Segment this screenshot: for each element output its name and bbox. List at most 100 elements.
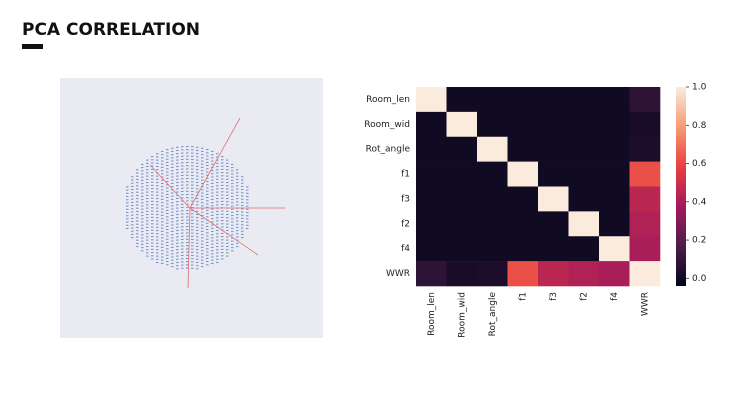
- biplot-point: [211, 189, 214, 191]
- biplot-point: [241, 237, 244, 239]
- biplot-point: [181, 206, 184, 208]
- biplot-point: [166, 190, 169, 192]
- colorbar: [676, 87, 686, 286]
- heatmap-cell: [599, 111, 630, 138]
- biplot-point: [146, 210, 149, 212]
- row-label: Rot_angle: [366, 145, 411, 155]
- biplot-point: [171, 214, 174, 216]
- heatmap-cell: [477, 111, 508, 138]
- biplot-point: [126, 205, 129, 207]
- biplot-point: [226, 236, 229, 238]
- biplot-point: [151, 229, 154, 231]
- biplot-point: [191, 158, 194, 160]
- biplot-point: [156, 156, 159, 158]
- biplot-point: [136, 172, 139, 174]
- biplot-point: [206, 206, 209, 208]
- biplot-point: [236, 236, 239, 238]
- biplot-point: [186, 210, 189, 211]
- biplot-point: [206, 190, 209, 192]
- biplot-point: [201, 192, 204, 194]
- biplot-point: [161, 163, 164, 165]
- biplot-point: [191, 232, 194, 234]
- biplot-point: [146, 169, 149, 171]
- biplot-point: [156, 217, 159, 219]
- column-label: f3: [549, 292, 559, 301]
- biplot-point: [131, 198, 134, 200]
- biplot-point: [141, 179, 144, 181]
- biplot-point: [191, 165, 194, 167]
- biplot-point: [201, 150, 204, 152]
- biplot-point: [196, 169, 199, 171]
- biplot-point: [241, 195, 244, 197]
- biplot-point: [246, 189, 249, 191]
- biplot-point: [146, 185, 149, 187]
- biplot-point: [141, 189, 144, 191]
- biplot-point: [181, 152, 184, 154]
- biplot-point: [166, 193, 169, 195]
- biplot-point: [161, 227, 164, 229]
- biplot-point: [216, 162, 219, 164]
- biplot-point: [146, 175, 149, 177]
- biplot-point: [201, 266, 204, 268]
- biplot-point: [151, 191, 154, 193]
- biplot-point: [191, 146, 194, 148]
- biplot-point: [186, 229, 189, 231]
- biplot-point: [181, 181, 184, 183]
- biplot-point: [181, 146, 184, 148]
- biplot-point: [141, 199, 144, 201]
- biplot-point: [206, 171, 209, 173]
- biplot-point: [161, 240, 164, 242]
- biplot-point: [161, 262, 164, 264]
- biplot-point: [186, 162, 189, 163]
- colorbar-tick-label: 0.4: [692, 197, 707, 207]
- biplot-point: [191, 162, 194, 164]
- biplot-point: [216, 156, 219, 158]
- biplot-point: [191, 213, 194, 215]
- heatmap-cell: [538, 136, 569, 162]
- biplot-point: [216, 175, 219, 177]
- biplot-point: [241, 233, 244, 235]
- biplot-point: [191, 254, 194, 256]
- biplot-point: [231, 205, 234, 207]
- biplot-point: [201, 198, 204, 200]
- biplot-point: [201, 163, 204, 165]
- biplot-point: [186, 258, 189, 259]
- biplot-point: [136, 246, 139, 248]
- colorbar-tick-label: 0.6: [692, 159, 707, 169]
- biplot-point: [171, 192, 174, 194]
- biplot-point: [241, 208, 244, 210]
- biplot-point: [181, 174, 184, 176]
- biplot-point: [201, 218, 204, 220]
- biplot-point: [206, 184, 209, 186]
- biplot-point: [241, 192, 244, 194]
- biplot-point: [146, 207, 149, 209]
- biplot-point: [161, 253, 164, 255]
- biplot-point: [141, 240, 144, 242]
- biplot-point: [191, 178, 194, 180]
- biplot-point: [211, 176, 214, 178]
- biplot-point: [176, 207, 179, 209]
- biplot-point: [176, 252, 179, 254]
- biplot-point: [171, 170, 174, 172]
- biplot-point: [186, 245, 189, 247]
- biplot-point: [221, 197, 224, 199]
- biplot-point: [201, 230, 204, 232]
- biplot-point: [231, 186, 234, 188]
- biplot-point: [226, 169, 229, 171]
- biplot-point: [171, 182, 174, 184]
- biplot-point: [196, 159, 199, 161]
- biplot-point: [181, 210, 184, 212]
- biplot-point: [151, 258, 154, 260]
- biplot-point: [211, 214, 214, 216]
- row-label: Room_wid: [364, 120, 410, 130]
- biplot-point: [201, 160, 204, 162]
- biplot-point: [186, 219, 189, 221]
- biplot-point: [151, 255, 154, 257]
- biplot-point: [171, 166, 174, 168]
- biplot-point: [181, 184, 184, 186]
- biplot-point: [186, 158, 189, 160]
- biplot-point: [156, 220, 159, 222]
- biplot-point: [156, 175, 159, 177]
- biplot-point: [241, 176, 244, 178]
- biplot-point: [201, 224, 204, 226]
